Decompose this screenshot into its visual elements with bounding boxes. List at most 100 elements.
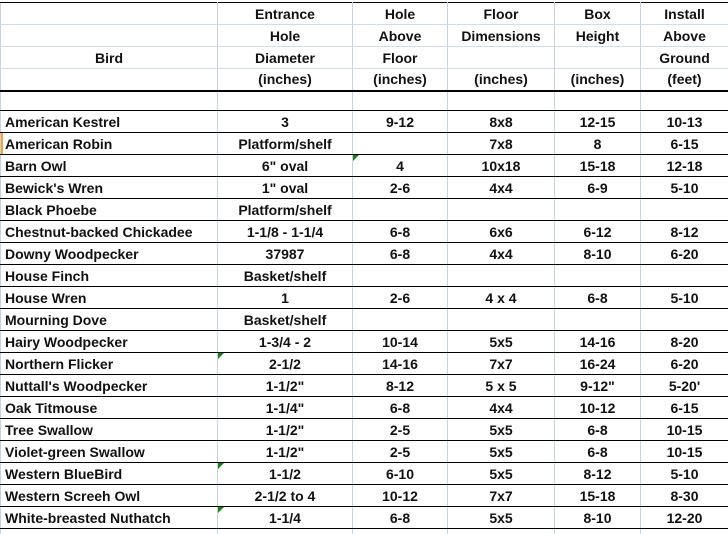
cell-install-above-ground[interactable]: 5-10 (640, 286, 728, 309)
cell-install-above-ground[interactable] (640, 198, 728, 221)
cell-install-above-ground[interactable]: 12-18 (640, 154, 728, 177)
cell-hole-above-floor[interactable]: 10-12 (352, 484, 448, 507)
cell-install-above-ground[interactable]: 12-20 (640, 506, 728, 529)
cell-box-height[interactable]: 12-15 (554, 110, 641, 133)
cell-bird[interactable]: Western Screeh Owl (0, 484, 218, 507)
cell-entrance-hole-diameter[interactable] (217, 90, 353, 111)
cell-bird[interactable]: Black Phoebe (0, 198, 218, 221)
cell-box-height[interactable]: 15-18 (554, 484, 641, 507)
cell-bird[interactable]: Downy Woodpecker (0, 242, 218, 265)
cell-box-height[interactable]: 10-12 (554, 396, 641, 419)
cell-floor-dimensions[interactable]: 7x8 (447, 132, 555, 155)
header-cell-bird[interactable] (0, 2, 218, 25)
cell-install-above-ground[interactable]: 5-10 (640, 462, 728, 485)
cell-entrance-hole-diameter[interactable]: Platform/shelf (217, 132, 353, 155)
cell-floor-dimensions[interactable]: 5x5 (447, 506, 555, 529)
cell-bird[interactable]: Barn Owl (0, 154, 218, 177)
header-cell-floor-dimensions[interactable]: (inches) (447, 68, 555, 92)
cell-box-height[interactable] (554, 308, 641, 331)
cell-floor-dimensions[interactable]: 4x4 (447, 242, 555, 265)
header-cell-bird[interactable] (0, 24, 218, 47)
cell-entrance-hole-diameter[interactable]: Basket/shelf (217, 308, 353, 331)
header-cell-install-above-ground[interactable]: Above (640, 24, 728, 47)
header-cell-floor-dimensions[interactable]: Dimensions (447, 24, 555, 47)
cell-bird[interactable]: Bewick's Wren (0, 176, 218, 199)
cell-floor-dimensions[interactable]: 6x6 (447, 220, 555, 243)
cell-hole-above-floor[interactable]: 6-8 (352, 506, 448, 529)
cell-floor-dimensions[interactable] (447, 528, 555, 534)
header-cell-hole-above-floor[interactable]: Hole (352, 2, 448, 25)
cell-entrance-hole-diameter[interactable]: Basket/shelf (217, 264, 353, 287)
cell-install-above-ground[interactable] (640, 90, 728, 111)
cell-box-height[interactable]: 8 (554, 132, 641, 155)
cell-box-height[interactable]: 16-24 (554, 352, 641, 375)
cell-bird[interactable]: Chestnut-backed Chickadee (0, 220, 218, 243)
header-cell-install-above-ground[interactable]: (feet) (640, 68, 728, 92)
cell-box-height[interactable]: 6-8 (554, 440, 641, 463)
cell-bird[interactable]: Mourning Dove (0, 308, 218, 331)
cell-install-above-ground[interactable]: 5-20' (640, 374, 728, 397)
cell-box-height[interactable]: 15-18 (554, 154, 641, 177)
cell-hole-above-floor[interactable]: 9-12 (352, 110, 448, 133)
cell-hole-above-floor[interactable] (352, 528, 448, 534)
cell-hole-above-floor[interactable]: 2-5 (352, 440, 448, 463)
cell-entrance-hole-diameter[interactable]: 1" oval (217, 176, 353, 199)
cell-entrance-hole-diameter[interactable]: 2-1/2 (217, 352, 353, 375)
header-cell-box-height[interactable]: Box (554, 2, 641, 25)
header-cell-entrance-hole-diameter[interactable]: Entrance (217, 2, 353, 25)
cell-bird[interactable]: Hairy Woodpecker (0, 330, 218, 353)
header-cell-bird[interactable]: Bird (0, 46, 218, 69)
header-cell-entrance-hole-diameter[interactable]: Hole (217, 24, 353, 47)
cell-install-above-ground[interactable]: 10-13 (640, 110, 728, 133)
cell-floor-dimensions[interactable]: 7x7 (447, 484, 555, 507)
cell-floor-dimensions[interactable]: 5 x 5 (447, 374, 555, 397)
cell-bird[interactable]: American Kestrel (0, 110, 218, 133)
cell-hole-above-floor[interactable]: 10-14 (352, 330, 448, 353)
header-cell-hole-above-floor[interactable]: Above (352, 24, 448, 47)
cell-hole-above-floor[interactable]: 6-8 (352, 220, 448, 243)
cell-install-above-ground[interactable]: 5-10 (640, 176, 728, 199)
cell-hole-above-floor[interactable]: 2-6 (352, 286, 448, 309)
cell-hole-above-floor[interactable]: 6-10 (352, 462, 448, 485)
cell-entrance-hole-diameter[interactable] (217, 528, 353, 534)
cell-floor-dimensions[interactable]: 5x5 (447, 418, 555, 441)
cell-entrance-hole-diameter[interactable]: 1-1/2" (217, 440, 353, 463)
cell-entrance-hole-diameter[interactable]: 1-1/2 (217, 462, 353, 485)
cell-box-height[interactable]: 6-8 (554, 286, 641, 309)
cell-entrance-hole-diameter[interactable]: 1-1/4" (217, 396, 353, 419)
cell-floor-dimensions[interactable] (447, 198, 555, 221)
cell-bird[interactable] (0, 528, 218, 534)
cell-bird[interactable]: Western BlueBird (0, 462, 218, 485)
cell-bird[interactable]: Violet-green Swallow (0, 440, 218, 463)
header-cell-hole-above-floor[interactable]: (inches) (352, 68, 448, 92)
cell-floor-dimensions[interactable]: 4 x 4 (447, 286, 555, 309)
cell-install-above-ground[interactable] (640, 308, 728, 331)
cell-hole-above-floor[interactable] (352, 264, 448, 287)
cell-hole-above-floor[interactable]: 2-5 (352, 418, 448, 441)
cell-install-above-ground[interactable]: 8-20 (640, 330, 728, 353)
cell-install-above-ground[interactable]: 6-15 (640, 132, 728, 155)
cell-floor-dimensions[interactable] (447, 90, 555, 111)
cell-install-above-ground[interactable]: 6-15 (640, 396, 728, 419)
cell-entrance-hole-diameter[interactable]: 1-1/2" (217, 418, 353, 441)
cell-install-above-ground[interactable] (640, 528, 728, 534)
cell-entrance-hole-diameter[interactable]: 2-1/2 to 4 (217, 484, 353, 507)
cell-entrance-hole-diameter[interactable]: 6" oval (217, 154, 353, 177)
cell-bird[interactable]: House Wren (0, 286, 218, 309)
cell-box-height[interactable] (554, 528, 641, 534)
cell-box-height[interactable] (554, 198, 641, 221)
cell-bird[interactable]: White-breasted Nuthatch (0, 506, 218, 529)
cell-bird[interactable]: Northern Flicker (0, 352, 218, 375)
cell-floor-dimensions[interactable] (447, 308, 555, 331)
cell-box-height[interactable]: 8-10 (554, 242, 641, 265)
cell-box-height[interactable]: 8-10 (554, 506, 641, 529)
cell-install-above-ground[interactable] (640, 264, 728, 287)
cell-install-above-ground[interactable]: 10-15 (640, 418, 728, 441)
cell-install-above-ground[interactable]: 8-30 (640, 484, 728, 507)
cell-box-height[interactable] (554, 264, 641, 287)
cell-floor-dimensions[interactable]: 5x5 (447, 330, 555, 353)
cell-floor-dimensions[interactable]: 5x5 (447, 440, 555, 463)
cell-entrance-hole-diameter[interactable]: 1-1/2" (217, 374, 353, 397)
cell-install-above-ground[interactable]: 6-20 (640, 242, 728, 265)
cell-hole-above-floor[interactable]: 8-12 (352, 374, 448, 397)
